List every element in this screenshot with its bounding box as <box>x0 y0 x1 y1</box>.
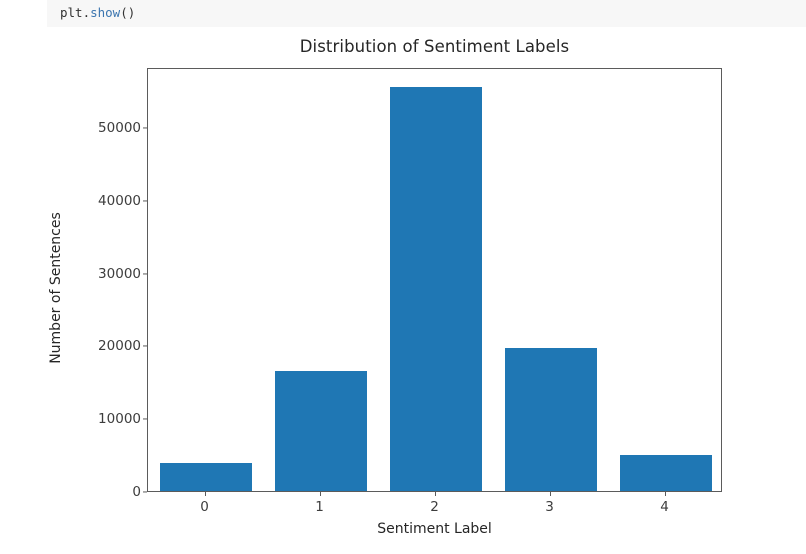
y-tick-label-30000: 30000 <box>98 265 141 282</box>
x-tick-label-3: 3 <box>545 499 554 515</box>
bar-3 <box>504 347 597 491</box>
y-tick-label-10000: 10000 <box>98 411 141 428</box>
x-tick-label-0: 0 <box>200 499 209 515</box>
y-axis-label: Number of Sentences <box>48 212 64 364</box>
y-tick-mark-0 <box>143 491 147 493</box>
bar-0 <box>159 462 252 491</box>
code-token-parens: () <box>120 5 136 20</box>
y-tick-mark-50000 <box>143 127 147 129</box>
y-tick-mark-20000 <box>143 345 147 347</box>
x-tick-mark-4 <box>664 492 666 496</box>
plot-axes <box>147 68 722 492</box>
y-tick-mark-40000 <box>143 200 147 202</box>
y-tick-mark-30000 <box>143 273 147 275</box>
x-axis-label: Sentiment Label <box>377 521 492 537</box>
x-tick-mark-2 <box>434 492 436 496</box>
plot-area <box>148 69 721 491</box>
x-tick-label-2: 2 <box>430 499 439 515</box>
chart-title: Distribution of Sentiment Labels <box>299 37 570 56</box>
y-tick-mark-10000 <box>143 418 147 420</box>
x-tick-mark-0 <box>204 492 206 496</box>
y-tick-label-40000: 40000 <box>98 192 141 209</box>
x-tick-label-1: 1 <box>315 499 324 515</box>
x-tick-label-4: 4 <box>660 499 669 515</box>
code-line[interactable]: plt.show() <box>60 4 135 22</box>
x-tick-mark-3 <box>549 492 551 496</box>
x-tick-mark-1 <box>319 492 321 496</box>
code-token-module: plt. <box>60 5 91 20</box>
notebook-code-cell[interactable]: plt.show() <box>47 0 806 27</box>
bar-4 <box>619 455 712 491</box>
bar-2 <box>389 86 482 491</box>
y-tick-label-0: 0 <box>132 484 141 500</box>
y-axis-tick-labels: 0 10000 20000 30000 40000 50000 <box>47 27 141 554</box>
bar-1 <box>274 370 367 491</box>
code-token-function: show <box>90 5 121 20</box>
matplotlib-figure: Distribution of Sentiment Labels 0 10000 2… <box>0 27 806 554</box>
y-tick-label-50000: 50000 <box>98 119 141 136</box>
y-tick-label-20000: 20000 <box>98 338 141 355</box>
